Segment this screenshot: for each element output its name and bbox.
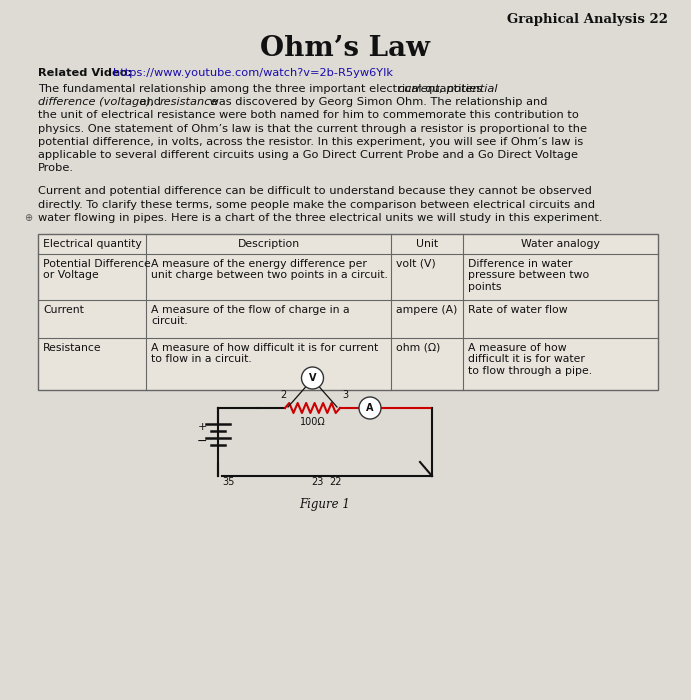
Text: Graphical Analysis 22: Graphical Analysis 22 — [507, 13, 668, 26]
Circle shape — [359, 397, 381, 419]
Text: Ohm’s Law: Ohm’s Law — [260, 35, 430, 62]
Text: Current and potential difference can be difficult to understand because they can: Current and potential difference can be … — [38, 186, 592, 197]
Text: volt (V): volt (V) — [397, 259, 436, 269]
Text: ⊕: ⊕ — [24, 213, 32, 223]
Text: −: − — [197, 435, 207, 447]
Text: circuit.: circuit. — [151, 316, 188, 326]
Text: 3: 3 — [342, 390, 348, 400]
Text: applicable to several different circuits using a Go Direct Current Probe and a G: applicable to several different circuits… — [38, 150, 578, 160]
Text: was discovered by Georg Simon Ohm. The relationship and: was discovered by Georg Simon Ohm. The r… — [207, 97, 548, 107]
Text: to flow in a circuit.: to flow in a circuit. — [151, 354, 252, 365]
Text: A measure of the flow of charge in a: A measure of the flow of charge in a — [151, 305, 350, 315]
Text: current, potential: current, potential — [398, 84, 498, 94]
Text: difficult it is for water: difficult it is for water — [468, 354, 585, 365]
Text: ampere (A): ampere (A) — [397, 305, 457, 315]
Text: difference (voltage),: difference (voltage), — [38, 97, 154, 107]
Text: 100Ω: 100Ω — [300, 417, 325, 427]
Text: V: V — [309, 373, 316, 383]
Text: Description: Description — [238, 239, 300, 249]
Text: A measure of how difficult it is for current: A measure of how difficult it is for cur… — [151, 343, 379, 353]
Text: A measure of the energy difference per: A measure of the energy difference per — [151, 259, 368, 269]
Text: Rate of water flow: Rate of water flow — [468, 305, 567, 315]
Text: points: points — [468, 282, 501, 292]
Circle shape — [301, 367, 323, 389]
Text: Current: Current — [43, 305, 84, 315]
Text: Difference in water: Difference in water — [468, 259, 572, 269]
Text: 22: 22 — [329, 477, 341, 487]
Text: to flow through a pipe.: to flow through a pipe. — [468, 366, 591, 376]
Bar — [38, 234, 658, 390]
Text: Resistance: Resistance — [43, 343, 102, 353]
Text: or Voltage: or Voltage — [43, 270, 99, 281]
Text: A measure of how: A measure of how — [468, 343, 567, 353]
Text: A: A — [366, 403, 374, 413]
Text: 2: 2 — [280, 390, 286, 400]
Text: directly. To clarify these terms, some people make the comparison between electr: directly. To clarify these terms, some p… — [38, 199, 595, 209]
Text: +: + — [198, 422, 207, 432]
Text: 35: 35 — [222, 477, 234, 487]
Text: The fundamental relationship among the three important electrical quantities: The fundamental relationship among the t… — [38, 84, 486, 94]
Text: Potential Difference: Potential Difference — [43, 259, 151, 269]
Text: Electrical quantity: Electrical quantity — [43, 239, 142, 249]
Text: unit charge between two points in a circuit.: unit charge between two points in a circ… — [151, 270, 388, 281]
Text: Probe.: Probe. — [38, 163, 74, 173]
Text: Figure 1: Figure 1 — [300, 498, 350, 511]
Text: the unit of electrical resistance were both named for him to commemorate this co: the unit of electrical resistance were b… — [38, 111, 579, 120]
Text: ohm (Ω): ohm (Ω) — [397, 343, 441, 353]
Text: https://www.youtube.com/watch?v=2b-R5yw6Ylk: https://www.youtube.com/watch?v=2b-R5yw6… — [113, 68, 393, 78]
Text: Unit: Unit — [416, 239, 438, 249]
Text: physics. One statement of Ohm’s law is that the current through a resistor is pr: physics. One statement of Ohm’s law is t… — [38, 124, 587, 134]
Text: water flowing in pipes. Here is a chart of the three electrical units we will st: water flowing in pipes. Here is a chart … — [38, 213, 603, 223]
Text: potential difference, in volts, across the resistor. In this experiment, you wil: potential difference, in volts, across t… — [38, 136, 583, 147]
Text: pressure between two: pressure between two — [468, 270, 589, 281]
Text: Related Video:: Related Video: — [38, 68, 136, 78]
Text: 23: 23 — [311, 477, 323, 487]
Text: Water analogy: Water analogy — [521, 239, 600, 249]
Bar — [38, 234, 658, 390]
Text: and: and — [136, 97, 165, 107]
Text: resistance: resistance — [160, 97, 218, 107]
